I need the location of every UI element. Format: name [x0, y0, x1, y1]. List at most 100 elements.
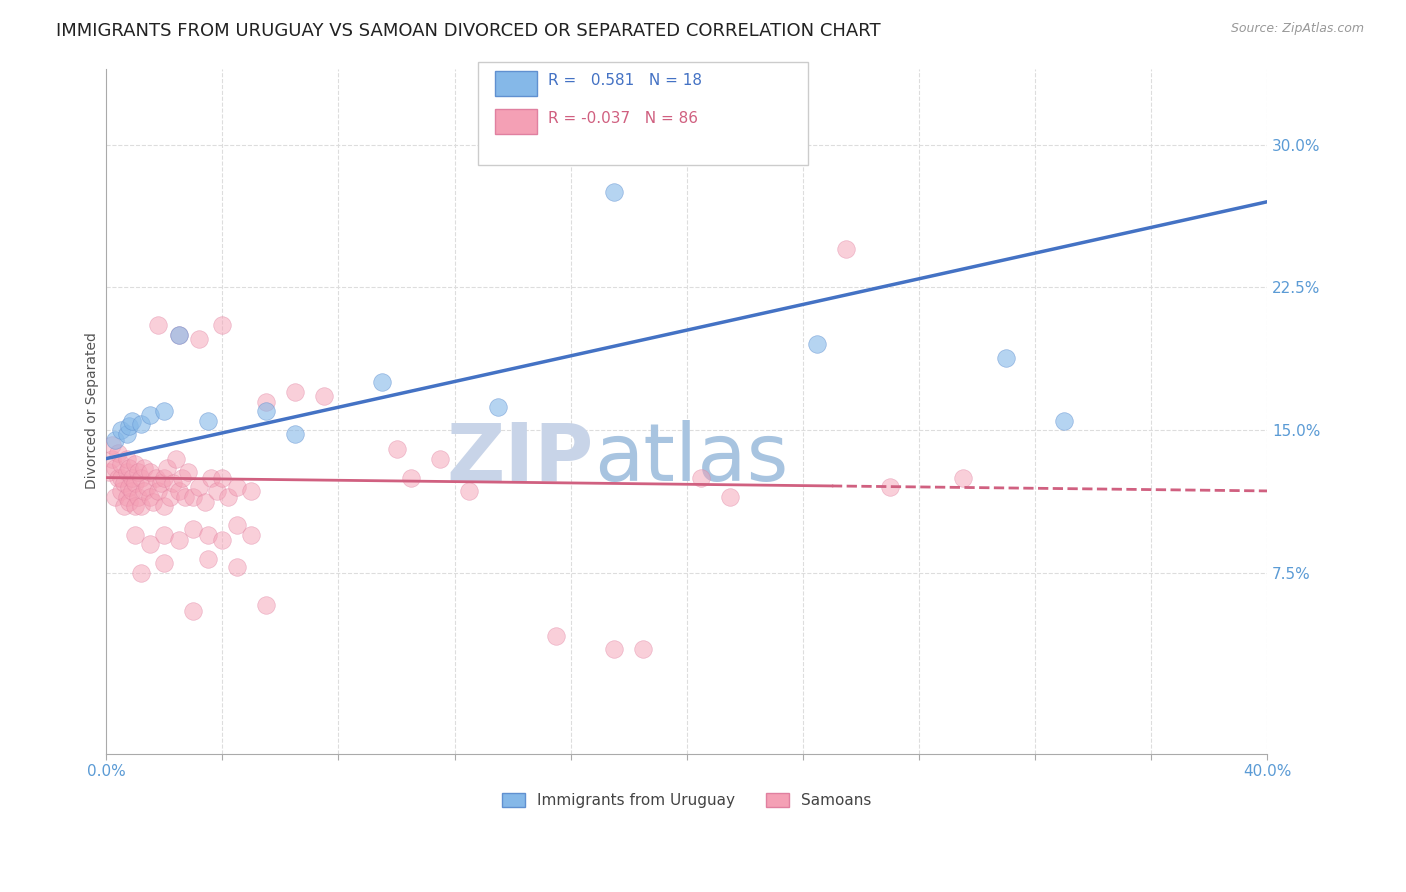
Point	[879, 480, 901, 494]
Point	[205, 483, 228, 498]
Point	[139, 408, 162, 422]
Point	[240, 527, 263, 541]
Point	[167, 327, 190, 342]
Text: R =   0.581   N = 18: R = 0.581 N = 18	[548, 73, 703, 87]
Point	[127, 490, 149, 504]
Point	[124, 499, 146, 513]
Point	[156, 461, 179, 475]
Point	[183, 490, 205, 504]
Legend: Immigrants from Uruguay, Samoans: Immigrants from Uruguay, Samoans	[496, 787, 877, 814]
Text: IMMIGRANTS FROM URUGUAY VS SAMOAN DIVORCED OR SEPARATED CORRELATION CHART: IMMIGRANTS FROM URUGUAY VS SAMOAN DIVORC…	[56, 22, 882, 40]
Text: Source: ZipAtlas.com: Source: ZipAtlas.com	[1230, 22, 1364, 36]
Point	[197, 527, 219, 541]
Point	[98, 465, 121, 479]
Point	[217, 490, 239, 504]
Text: R = -0.037   N = 86: R = -0.037 N = 86	[548, 112, 699, 126]
Point	[139, 465, 162, 479]
Point	[112, 476, 135, 491]
Point	[153, 527, 176, 541]
Point	[429, 451, 451, 466]
Point	[121, 470, 143, 484]
Point	[135, 480, 157, 494]
Point	[153, 499, 176, 513]
Point	[153, 556, 176, 570]
Point	[312, 389, 335, 403]
Point	[145, 470, 167, 484]
Point	[546, 628, 568, 642]
Point	[211, 470, 233, 484]
Point	[194, 495, 217, 509]
Point	[211, 533, 233, 548]
Point	[995, 351, 1018, 365]
Y-axis label: Divorced or Separated: Divorced or Separated	[86, 333, 100, 490]
Point	[112, 499, 135, 513]
Point	[458, 483, 481, 498]
Point	[183, 604, 205, 618]
Point	[110, 483, 132, 498]
Point	[121, 413, 143, 427]
Point	[486, 401, 509, 415]
Point	[115, 465, 138, 479]
Text: atlas: atlas	[593, 420, 789, 498]
Point	[153, 470, 176, 484]
Point	[200, 470, 222, 484]
Point	[118, 495, 141, 509]
Point	[148, 318, 170, 333]
Point	[124, 476, 146, 491]
Point	[118, 480, 141, 494]
Point	[104, 461, 127, 475]
Point	[118, 419, 141, 434]
Point	[101, 451, 124, 466]
Point	[132, 461, 155, 475]
Point	[188, 332, 211, 346]
Point	[254, 598, 277, 612]
Point	[104, 433, 127, 447]
Point	[124, 458, 146, 472]
Point	[170, 470, 193, 484]
Point	[110, 470, 132, 484]
Point	[225, 560, 247, 574]
Text: ZIP: ZIP	[447, 420, 593, 498]
Point	[399, 470, 422, 484]
Point	[110, 458, 132, 472]
Point	[603, 641, 626, 656]
Point	[225, 518, 247, 533]
Point	[142, 495, 165, 509]
Point	[129, 417, 152, 432]
Point	[101, 438, 124, 452]
Point	[129, 566, 152, 580]
Point	[188, 480, 211, 494]
Point	[115, 490, 138, 504]
Point	[129, 470, 152, 484]
Point	[167, 483, 190, 498]
Point	[129, 499, 152, 513]
Point	[197, 552, 219, 566]
Point	[167, 533, 190, 548]
Point	[284, 384, 307, 399]
Point	[952, 470, 974, 484]
Point	[115, 451, 138, 466]
Point	[162, 476, 184, 491]
Point	[118, 461, 141, 475]
Point	[159, 490, 181, 504]
Point	[835, 242, 858, 256]
Point	[254, 394, 277, 409]
Point	[121, 483, 143, 498]
Point	[603, 185, 626, 199]
Point	[139, 490, 162, 504]
Point	[633, 641, 655, 656]
Point	[150, 476, 173, 491]
Point	[176, 465, 198, 479]
Point	[107, 446, 129, 460]
Point	[1053, 413, 1076, 427]
Point	[183, 522, 205, 536]
Point	[690, 470, 713, 484]
Point	[110, 423, 132, 437]
Point	[718, 490, 741, 504]
Point	[225, 480, 247, 494]
Point	[139, 537, 162, 551]
Point	[211, 318, 233, 333]
Point	[284, 426, 307, 441]
Point	[167, 327, 190, 342]
Point	[124, 527, 146, 541]
